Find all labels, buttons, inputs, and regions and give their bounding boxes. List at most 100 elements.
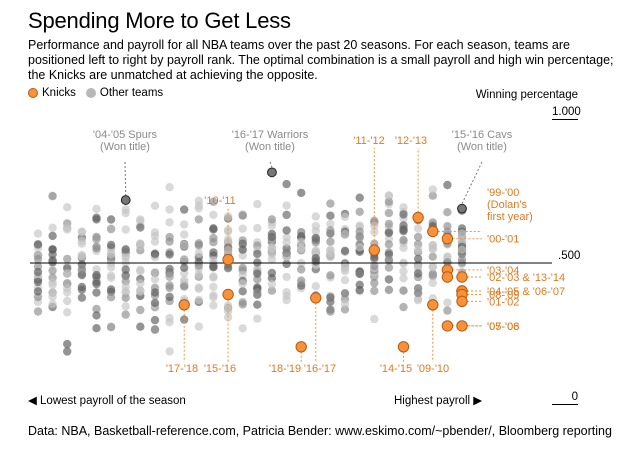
other-team-point bbox=[399, 236, 408, 245]
other-team-point bbox=[48, 288, 57, 297]
other-team-point bbox=[326, 293, 335, 302]
other-team-point bbox=[297, 276, 306, 285]
y-axis-label: Winning percentage bbox=[475, 89, 578, 101]
other-team-point bbox=[311, 226, 320, 236]
other-team-point bbox=[428, 245, 437, 254]
other-team-point bbox=[106, 215, 116, 224]
other-team-point bbox=[106, 293, 116, 302]
other-team-point bbox=[194, 240, 203, 250]
other-team-point bbox=[223, 227, 233, 236]
other-team-point bbox=[92, 232, 101, 242]
other-team-point bbox=[267, 250, 277, 259]
knicks-season-label: '08-'09 bbox=[487, 289, 519, 301]
other-team-point bbox=[355, 221, 364, 230]
y-tick-mid: .500 bbox=[558, 250, 581, 262]
other-team-point bbox=[267, 215, 277, 224]
other-team-point bbox=[92, 242, 101, 251]
knicks-point bbox=[456, 320, 468, 332]
other-team-point bbox=[194, 295, 203, 305]
other-team-point bbox=[92, 270, 101, 280]
other-team-point bbox=[136, 305, 145, 315]
other-team-point bbox=[399, 243, 408, 252]
other-team-point bbox=[165, 281, 174, 290]
other-team-point bbox=[457, 245, 467, 254]
title-team-label: '16-'17 Warriors (Won title) bbox=[232, 129, 309, 153]
other-team-point bbox=[62, 347, 72, 356]
legend-label-others: Other teams bbox=[99, 87, 164, 99]
other-team-point bbox=[165, 218, 174, 227]
other-team-point bbox=[136, 215, 145, 224]
other-team-point bbox=[150, 288, 160, 297]
other-team-point bbox=[253, 199, 262, 209]
other-team-point bbox=[399, 286, 408, 295]
other-team-point bbox=[340, 246, 350, 255]
other-team-point bbox=[443, 306, 452, 315]
x-axis-label-low: ◀ Lowest payroll of the season bbox=[28, 395, 186, 407]
other-team-point bbox=[165, 205, 174, 214]
other-team-point bbox=[384, 240, 394, 249]
other-team-point bbox=[311, 233, 320, 243]
other-team-point bbox=[62, 203, 72, 212]
other-team-point bbox=[267, 286, 277, 295]
other-team-point bbox=[165, 183, 174, 192]
other-team-point bbox=[326, 271, 335, 280]
other-team-point bbox=[384, 255, 394, 264]
other-team-point bbox=[399, 302, 408, 312]
other-team-point bbox=[267, 243, 277, 252]
knicks-season-label: '04-'05 & '06-'07 bbox=[487, 286, 565, 298]
other-team-point bbox=[355, 193, 364, 202]
other-team-point bbox=[48, 231, 57, 241]
knicks-season-label: '99-'00 (Dolan's first year) bbox=[487, 187, 533, 223]
other-team-point bbox=[223, 264, 233, 273]
other-team-point bbox=[77, 265, 87, 274]
knicks-season-label: '10-'11 bbox=[204, 195, 236, 207]
other-team-point bbox=[384, 191, 394, 200]
other-team-point bbox=[253, 269, 262, 278]
knicks-season-label: '18-'19 bbox=[269, 363, 301, 375]
other-team-point bbox=[33, 229, 43, 238]
title-team-point bbox=[120, 195, 131, 205]
other-team-point bbox=[267, 233, 277, 242]
other-team-point bbox=[106, 323, 116, 332]
knicks-season-label: '07-'08 bbox=[487, 321, 519, 333]
other-team-point bbox=[223, 212, 233, 221]
other-team-point bbox=[92, 288, 101, 297]
other-team-point bbox=[62, 269, 72, 278]
other-team-point bbox=[150, 249, 160, 258]
other-team-point bbox=[311, 212, 320, 221]
other-team-point bbox=[340, 212, 350, 222]
other-team-point bbox=[121, 310, 130, 319]
knicks-point bbox=[441, 271, 454, 283]
other-team-point bbox=[282, 295, 291, 305]
other-team-point bbox=[209, 197, 218, 206]
other-team-point bbox=[384, 263, 394, 272]
other-team-point bbox=[355, 227, 364, 236]
other-team-point bbox=[136, 279, 145, 288]
other-team-point bbox=[370, 261, 379, 270]
other-team-point bbox=[194, 270, 203, 279]
other-team-point bbox=[194, 249, 203, 258]
title-team-point bbox=[457, 203, 467, 214]
other-team-point bbox=[267, 268, 277, 278]
other-team-point bbox=[340, 289, 350, 298]
other-team-point bbox=[165, 250, 174, 259]
other-team-point bbox=[413, 296, 423, 305]
other-team-point bbox=[238, 239, 247, 248]
other-team-point bbox=[253, 314, 262, 323]
other-team-point bbox=[121, 302, 130, 311]
other-team-point bbox=[121, 265, 130, 274]
other-team-point bbox=[209, 282, 218, 292]
other-team-point bbox=[282, 238, 291, 247]
other-team-point bbox=[62, 284, 72, 293]
other-team-point bbox=[121, 251, 130, 260]
other-team-point bbox=[413, 262, 423, 271]
knicks-point bbox=[368, 244, 380, 256]
other-team-point bbox=[340, 276, 350, 285]
chart-subtitle: Performance and payroll for all NBA team… bbox=[28, 38, 614, 82]
other-team-point bbox=[326, 219, 335, 228]
other-team-point bbox=[355, 243, 364, 252]
other-team-point bbox=[62, 308, 72, 317]
other-team-point bbox=[297, 265, 306, 274]
knicks-season-label: '15-'16 bbox=[204, 363, 236, 375]
other-team-point bbox=[62, 339, 72, 349]
